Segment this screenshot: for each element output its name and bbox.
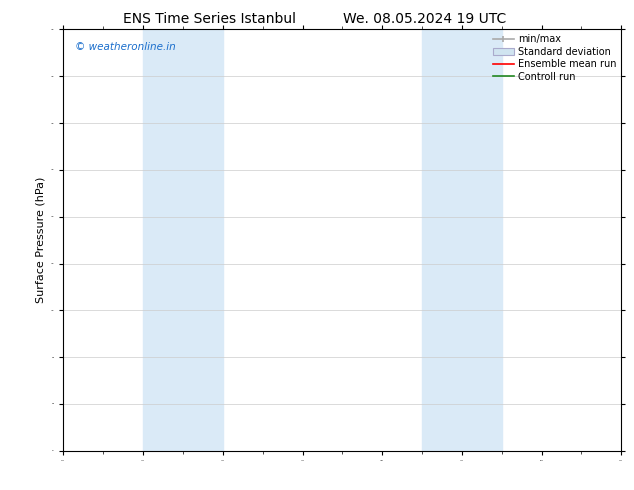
Legend: min/max, Standard deviation, Ensemble mean run, Controll run: min/max, Standard deviation, Ensemble me…: [489, 31, 619, 84]
Bar: [422, 29, 501, 451]
Text: © weatheronline.in: © weatheronline.in: [75, 42, 176, 52]
Y-axis label: Surface Pressure (hPa): Surface Pressure (hPa): [36, 177, 45, 303]
Bar: [143, 29, 223, 451]
Text: We. 08.05.2024 19 UTC: We. 08.05.2024 19 UTC: [343, 12, 507, 26]
Text: ENS Time Series Istanbul: ENS Time Series Istanbul: [123, 12, 295, 26]
